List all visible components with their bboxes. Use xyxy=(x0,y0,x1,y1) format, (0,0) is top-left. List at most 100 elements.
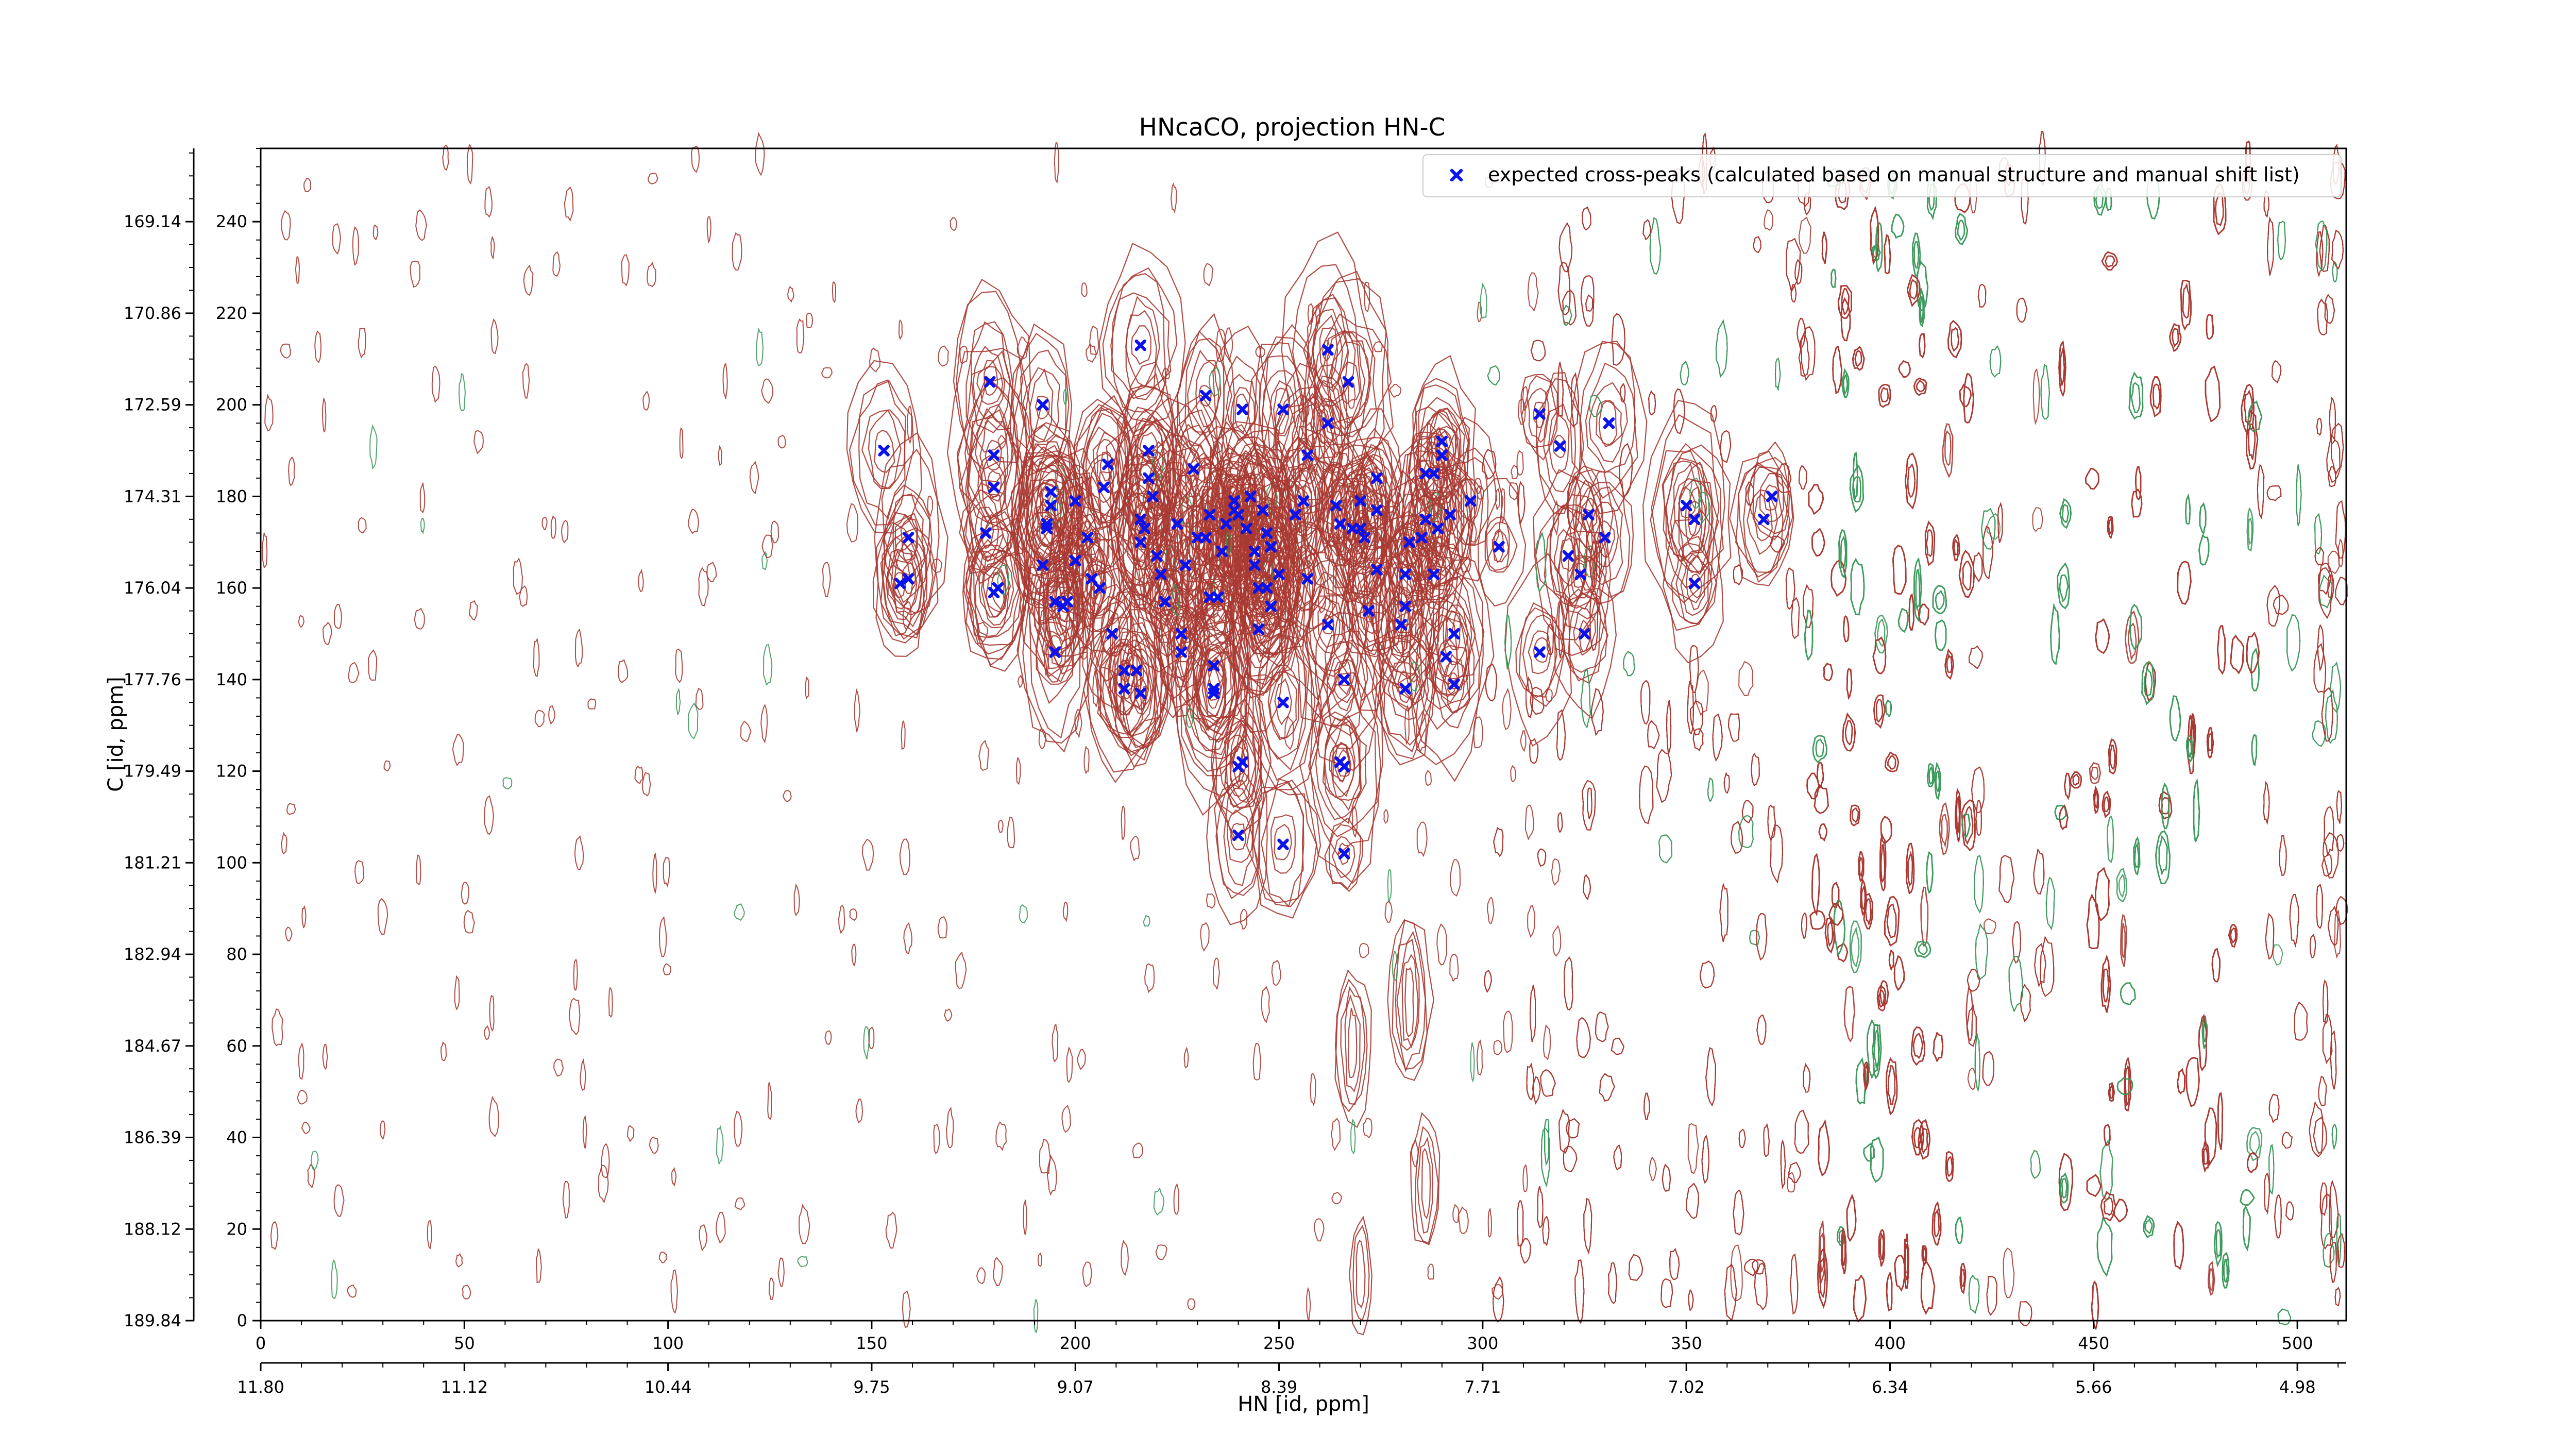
noise-contour xyxy=(1885,699,1892,718)
noise-contour xyxy=(1688,1289,1694,1312)
peak-marker xyxy=(1134,687,1146,699)
peak-contour xyxy=(1397,587,1415,629)
peak-marker xyxy=(1766,491,1778,502)
peak-marker-stroke xyxy=(1450,168,1463,182)
peak-marker xyxy=(1130,664,1143,677)
noise-contour xyxy=(358,328,366,359)
noise-contour xyxy=(2322,980,2329,1024)
noise-contour xyxy=(1799,465,1807,490)
noise-contour xyxy=(2268,1144,2275,1195)
noise-contour xyxy=(2313,643,2327,694)
noise-contour xyxy=(1479,282,1487,319)
x-tick-label: 500 xyxy=(2282,1334,2313,1353)
noise-contour xyxy=(1912,1033,1923,1059)
peak-contour xyxy=(1215,771,1261,897)
noise-contour xyxy=(2169,323,2182,352)
noise-contour xyxy=(950,217,957,231)
noise-contour xyxy=(454,975,460,1010)
noise-contour xyxy=(1733,564,1743,585)
peak-contour xyxy=(1351,408,1402,543)
peak-marker-stroke xyxy=(1134,513,1146,526)
noise-contour xyxy=(2277,221,2286,261)
noise-contour xyxy=(1727,713,1740,742)
peak-marker-stroke xyxy=(1338,848,1350,859)
noise-contour xyxy=(568,998,581,1036)
noise-contour xyxy=(1975,800,1982,836)
peak-marker xyxy=(1094,582,1106,594)
peak-marker xyxy=(980,527,992,539)
peak-contour xyxy=(1591,501,1619,567)
peak-marker-stroke xyxy=(1297,495,1310,507)
peak-marker xyxy=(1200,532,1212,544)
peak-contour xyxy=(1430,410,1458,473)
noise-contour xyxy=(2161,782,2170,830)
peak-contour xyxy=(1439,416,1504,582)
noise-contour xyxy=(824,1030,832,1045)
noise-contour xyxy=(1731,820,1743,854)
peak-contour xyxy=(1416,476,1464,577)
peak-marker-stroke xyxy=(1289,509,1301,521)
peak-marker-stroke xyxy=(1371,504,1383,516)
noise-contour xyxy=(2277,1308,2292,1326)
y-tick-label: 200 xyxy=(216,395,247,415)
noise-contour xyxy=(2124,1056,2132,1111)
peak-marker-stroke xyxy=(1432,522,1444,534)
noise-contour xyxy=(2318,567,2331,595)
noise-contour xyxy=(1089,529,1099,563)
peak-contour xyxy=(1414,408,1466,500)
ppm-y-tick-label: 174.31 xyxy=(124,486,181,506)
noise-contour xyxy=(1963,805,1974,845)
noise-contour xyxy=(885,1211,897,1249)
noise-contour xyxy=(796,318,805,353)
noise-contour xyxy=(461,882,469,905)
noise-contour xyxy=(1939,802,1950,856)
noise-contour xyxy=(1898,360,1911,378)
peak-marker xyxy=(1236,756,1248,768)
noise-contour xyxy=(1960,1269,1965,1287)
peak-marker xyxy=(1049,646,1061,658)
noise-contour xyxy=(2134,841,2140,868)
noise-contour xyxy=(1967,1067,1977,1090)
noise-contour xyxy=(1888,949,1894,971)
peak-marker-stroke xyxy=(1252,623,1265,635)
peak-contour xyxy=(1274,823,1292,861)
noise-contour xyxy=(2057,562,2070,610)
peak-contour xyxy=(1234,393,1250,433)
noise-contour xyxy=(1643,1092,1650,1120)
noise-contour xyxy=(1392,951,1398,981)
noise-contour xyxy=(2059,498,2072,529)
peak-contour xyxy=(1443,604,1469,666)
noise-contour xyxy=(1812,735,1828,764)
noise-contour xyxy=(459,373,466,412)
peak-marker-stroke xyxy=(1171,518,1183,530)
peak-marker xyxy=(1554,440,1566,452)
noise-contour xyxy=(427,1220,432,1250)
noise-contour xyxy=(1914,940,1931,958)
noise-contour xyxy=(2169,695,2181,742)
noise-contour xyxy=(1894,1255,1907,1292)
noise-contour xyxy=(2211,948,2221,983)
noise-contour xyxy=(1452,1204,1460,1223)
noise-contour xyxy=(1879,833,1887,892)
noise-contour xyxy=(1351,805,1358,838)
noise-contour xyxy=(1063,389,1067,405)
peak-marker-stroke xyxy=(1236,756,1248,768)
noise-contour xyxy=(1411,1138,1419,1168)
peak-contour xyxy=(1124,373,1174,516)
noise-contour xyxy=(1870,1136,1884,1183)
peak-contour xyxy=(1688,501,1703,537)
noise-contour xyxy=(2240,1189,2255,1206)
peak-contour xyxy=(1330,741,1355,797)
noise-contour xyxy=(1669,1248,1680,1280)
y-tick-label: 0 xyxy=(237,1311,247,1330)
noise-contour xyxy=(1520,1238,1531,1264)
noise-contour xyxy=(777,1257,785,1288)
noise-contour xyxy=(280,343,291,359)
peak-marker xyxy=(1338,673,1350,686)
noise-contour xyxy=(502,777,513,790)
y-tick-label: 20 xyxy=(226,1219,247,1239)
peak-contour xyxy=(1102,267,1178,423)
peak-marker-stroke xyxy=(1175,628,1188,640)
noise-contour xyxy=(1840,535,1846,569)
noise-contour xyxy=(938,345,949,367)
